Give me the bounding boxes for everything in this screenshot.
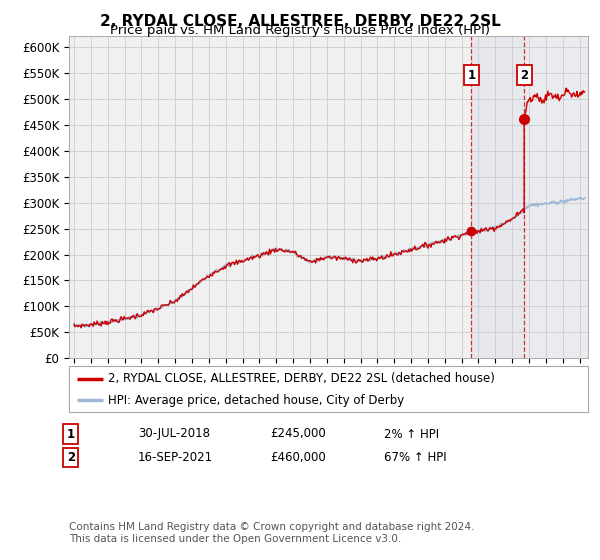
Text: 16-SEP-2021: 16-SEP-2021: [138, 451, 213, 464]
Bar: [472, 36, 524, 358]
Text: £460,000: £460,000: [270, 451, 326, 464]
Text: 2% ↑ HPI: 2% ↑ HPI: [384, 427, 439, 441]
Text: 2: 2: [520, 69, 528, 82]
Text: Contains HM Land Registry data © Crown copyright and database right 2024.
This d: Contains HM Land Registry data © Crown c…: [69, 522, 475, 544]
Text: Price paid vs. HM Land Registry's House Price Index (HPI): Price paid vs. HM Land Registry's House …: [110, 24, 490, 37]
Text: 2: 2: [67, 451, 75, 464]
Bar: [524, 36, 588, 358]
Text: 1: 1: [67, 427, 75, 441]
Text: 67% ↑ HPI: 67% ↑ HPI: [384, 451, 446, 464]
Text: 30-JUL-2018: 30-JUL-2018: [138, 427, 210, 441]
Text: £245,000: £245,000: [270, 427, 326, 441]
Text: 1: 1: [467, 69, 475, 82]
Text: HPI: Average price, detached house, City of Derby: HPI: Average price, detached house, City…: [108, 394, 404, 407]
Text: 2, RYDAL CLOSE, ALLESTREE, DERBY, DE22 2SL (detached house): 2, RYDAL CLOSE, ALLESTREE, DERBY, DE22 2…: [108, 372, 495, 385]
Text: 2, RYDAL CLOSE, ALLESTREE, DERBY, DE22 2SL: 2, RYDAL CLOSE, ALLESTREE, DERBY, DE22 2…: [100, 14, 500, 29]
